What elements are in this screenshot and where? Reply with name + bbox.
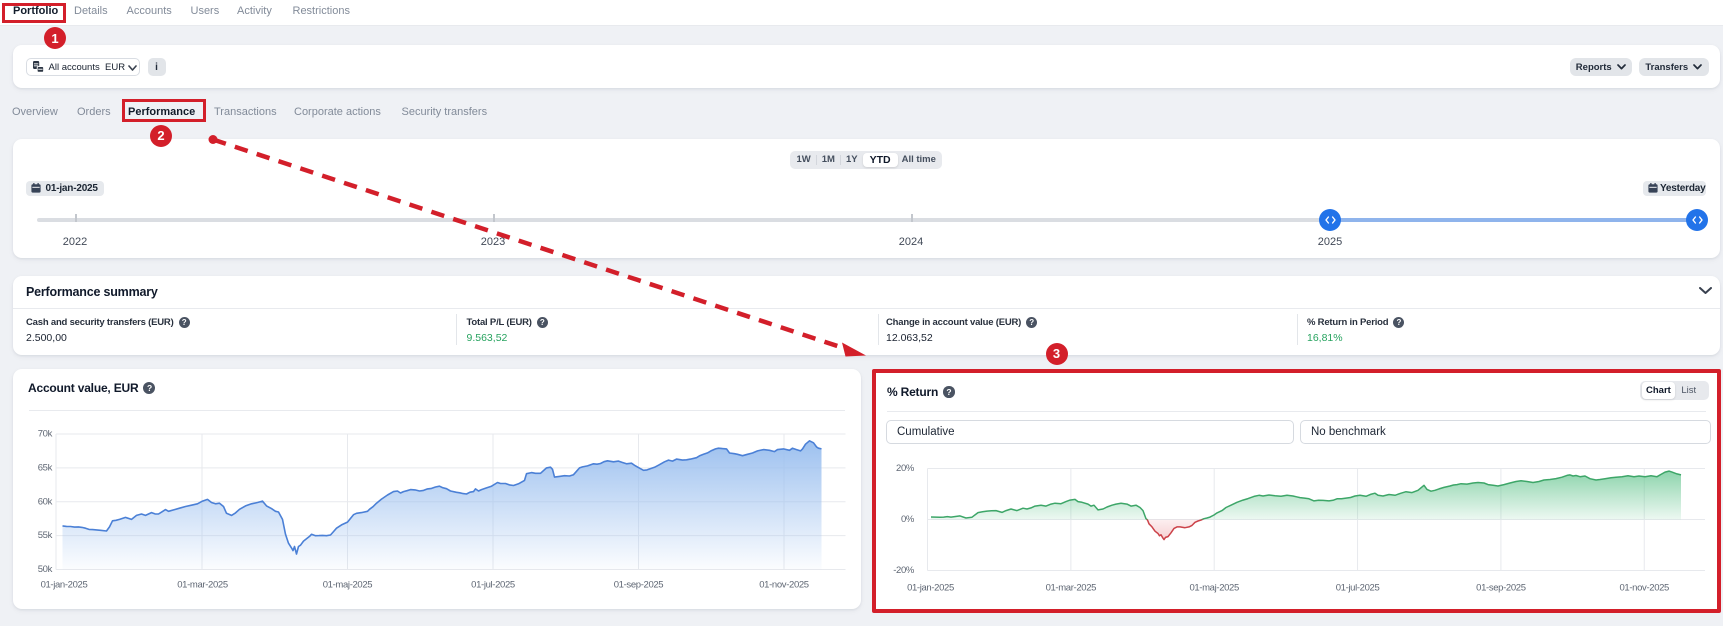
svg-text:0%: 0% [901,514,915,525]
svg-text:50k: 50k [37,564,52,575]
svg-text:20%: 20% [896,463,915,474]
svg-text:01-sep-2025: 01-sep-2025 [613,580,663,591]
svg-text:60k: 60k [37,496,52,507]
svg-text:01-jan-2025: 01-jan-2025 [40,580,87,591]
svg-text:01-maj-2025: 01-maj-2025 [322,580,372,591]
svg-text:01-sep-2025: 01-sep-2025 [1476,583,1526,594]
svg-text:-20%: -20% [893,565,915,576]
svg-text:01-mar-2025: 01-mar-2025 [1046,583,1097,594]
svg-text:01-nov-2025: 01-nov-2025 [759,580,809,591]
svg-text:65k: 65k [37,462,52,473]
svg-text:01-maj-2025: 01-maj-2025 [1189,583,1239,594]
svg-text:70k: 70k [37,429,52,440]
svg-text:01-jul-2025: 01-jul-2025 [1336,583,1380,594]
svg-text:01-jan-2025: 01-jan-2025 [907,583,954,594]
svg-text:01-jul-2025: 01-jul-2025 [471,580,515,591]
svg-text:01-nov-2025: 01-nov-2025 [1620,583,1670,594]
svg-text:01-mar-2025: 01-mar-2025 [177,580,228,591]
svg-text:55k: 55k [37,530,52,541]
